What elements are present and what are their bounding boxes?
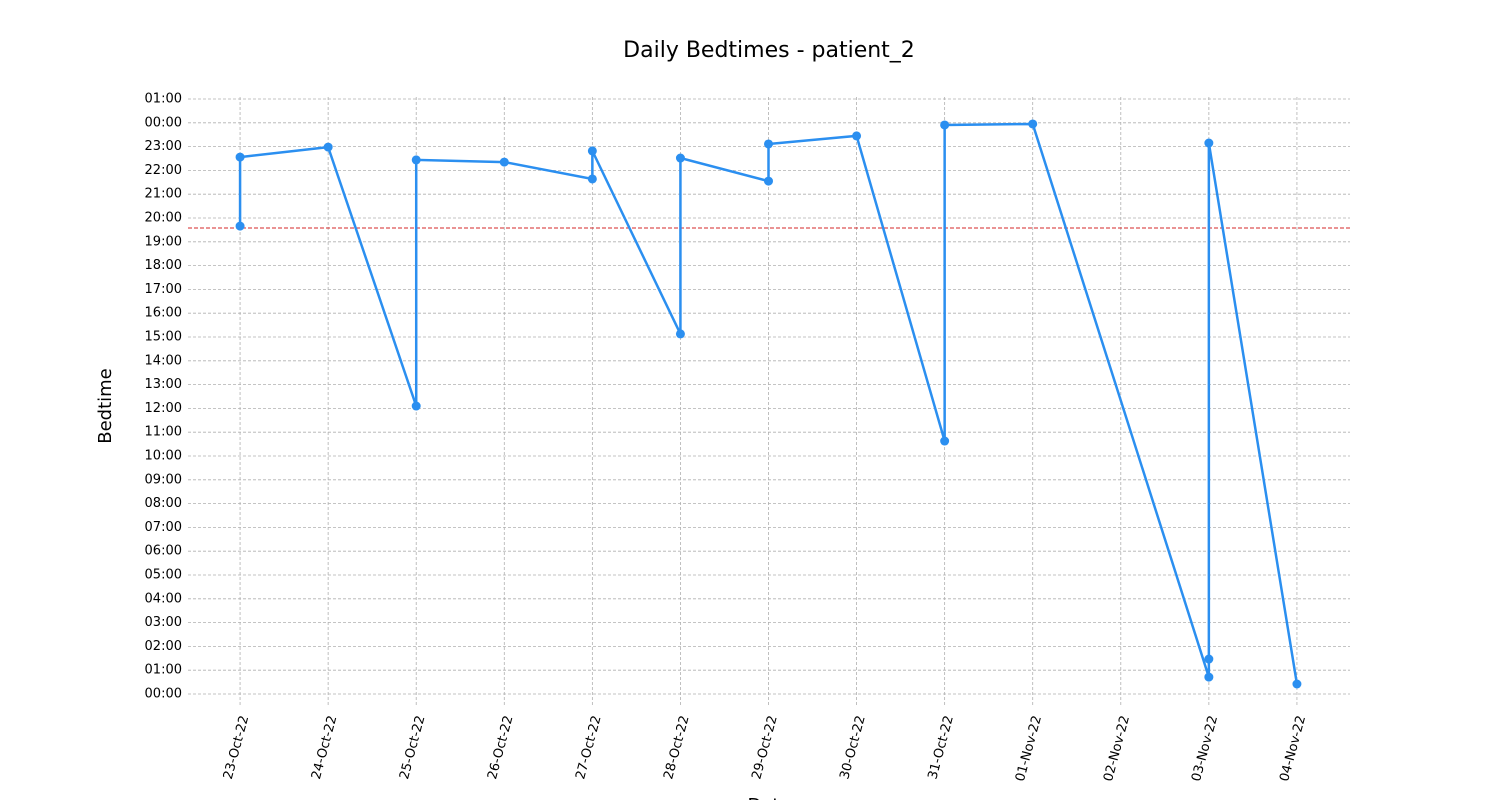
data-point [852, 131, 862, 141]
y-tick-label: 07:00 [145, 520, 182, 535]
y-tick-label: 00:00 [145, 115, 182, 130]
y-tick-label: 21:00 [145, 187, 182, 202]
y-tick-label: 23:00 [145, 139, 182, 154]
y-tick-label: 03:00 [145, 615, 182, 630]
x-tick-label: 31-Oct-22 [925, 714, 956, 781]
chart-title: Daily Bedtimes - patient_2 [623, 38, 915, 63]
data-point [1028, 119, 1038, 129]
y-tick-label: 01:00 [145, 663, 182, 678]
x-tick-label: 26-Oct-22 [485, 714, 516, 781]
y-tick-label: 17:00 [145, 282, 182, 297]
data-point [1292, 679, 1302, 689]
y-tick-label: 06:00 [145, 544, 182, 559]
y-tick-label: 13:00 [145, 377, 182, 392]
x-tick-label: 04-Nov-22 [1277, 714, 1309, 783]
data-point [323, 142, 333, 152]
x-tick-label: 23-Oct-22 [221, 714, 252, 781]
y-tick-label: 16:00 [145, 306, 182, 321]
y-tick-label: 22:00 [145, 163, 182, 178]
data-point [1204, 672, 1214, 682]
x-axis-label: Date [747, 795, 790, 800]
data-point [235, 221, 245, 231]
data-point [235, 152, 245, 162]
data-point [764, 176, 773, 186]
data-point [411, 401, 421, 411]
x-tick-label: 29-Oct-22 [749, 714, 780, 781]
data-point [587, 174, 597, 184]
y-tick-label: 05:00 [145, 568, 182, 583]
data-point [675, 153, 685, 163]
y-tick-label: 02:00 [145, 639, 182, 654]
data-point [1204, 138, 1214, 148]
y-tick-label: 19:00 [145, 234, 182, 249]
y-tick-label: 14:00 [145, 353, 182, 368]
data-point [499, 157, 509, 167]
data-point [764, 139, 773, 149]
y-tick-label: 01:00 [145, 92, 182, 107]
x-tick-label: 01-Nov-22 [1013, 714, 1045, 783]
y-tick-label: 15:00 [145, 330, 182, 345]
x-tick-label: 30-Oct-22 [837, 714, 868, 781]
x-tick-label: 25-Oct-22 [397, 714, 428, 781]
y-tick-label: 20:00 [145, 211, 182, 226]
data-point [1204, 654, 1214, 664]
x-tick-label: 28-Oct-22 [661, 714, 692, 781]
y-tick-label: 11:00 [145, 425, 182, 440]
x-tick-label: 27-Oct-22 [573, 714, 604, 781]
y-axis-label: Bedtime [95, 368, 116, 444]
x-tick-label: 02-Nov-22 [1101, 714, 1133, 783]
y-tick-label: 10:00 [145, 449, 182, 464]
data-point [411, 155, 421, 165]
data-point [587, 146, 597, 156]
y-tick-label: 00:00 [145, 687, 182, 702]
data-point [940, 436, 950, 446]
y-tick-label: 08:00 [145, 496, 182, 511]
data-point [675, 329, 685, 339]
y-tick-label: 04:00 [145, 591, 182, 606]
line-series [238, 122, 1299, 685]
y-tick-label: 12:00 [145, 401, 182, 416]
x-tick-label: 03-Nov-22 [1189, 714, 1221, 783]
x-tick-label: 24-Oct-22 [309, 714, 340, 781]
data-point [940, 120, 950, 130]
y-tick-label: 09:00 [145, 472, 182, 487]
y-tick-label: 18:00 [145, 258, 182, 273]
